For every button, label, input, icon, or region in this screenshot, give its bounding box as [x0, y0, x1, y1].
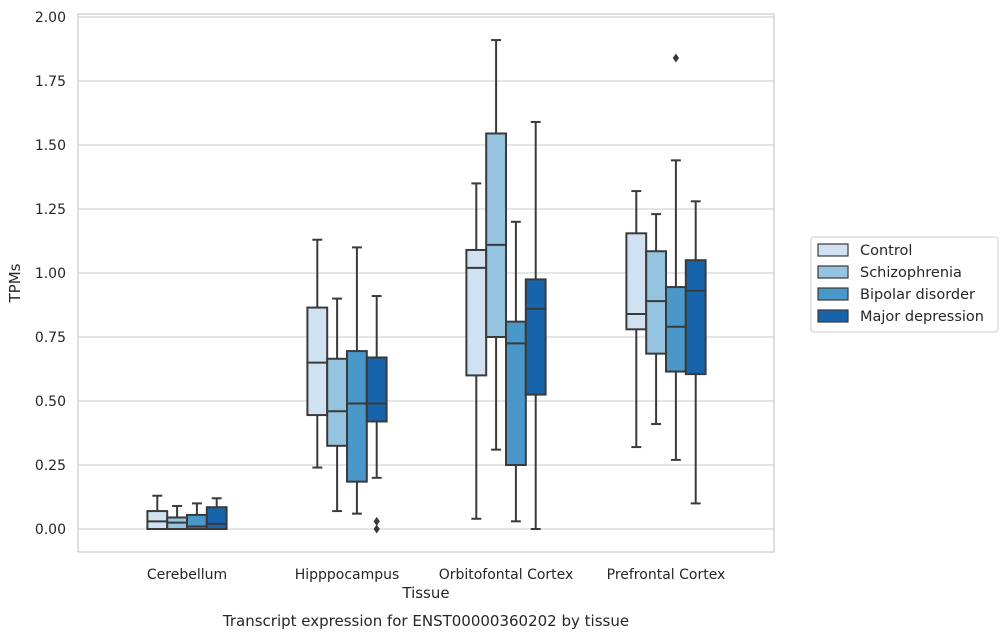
box-body: [365, 356, 388, 423]
box-body: [524, 278, 547, 396]
box-major-depression: [205, 497, 228, 530]
legend-swatch: [817, 243, 849, 257]
y-tick-label: 2.00: [35, 10, 66, 26]
chart-title: Transcript expression for ENST0000036020…: [222, 612, 629, 630]
legend-swatch: [817, 265, 849, 279]
box-control: [146, 494, 169, 530]
outlier-point: [672, 53, 680, 63]
outlier-point: [373, 516, 380, 526]
legend-label: Major depression: [860, 309, 984, 325]
x-axis-label: Tissue: [401, 584, 449, 602]
x-tick-label: Orbitofontal Cortex: [439, 567, 574, 583]
y-tick-label: 1.50: [35, 138, 66, 154]
box-major-depression: [524, 120, 547, 530]
x-tick-label: Cerebellum: [147, 567, 227, 583]
box-body: [645, 250, 668, 355]
y-tick-label: 1.75: [35, 74, 66, 90]
x-tick-label: Prefrontal Cortex: [607, 567, 726, 583]
grid-lines: [78, 16, 774, 530]
box-schizophrenia: [485, 39, 508, 451]
box-body: [346, 350, 368, 483]
box-body: [205, 506, 228, 530]
box-major-depression: [684, 200, 707, 505]
x-tick-label: Hipppocampus: [295, 567, 400, 583]
x-tick-labels: Cerebellum Hipppocampus Orbitofontal Corte…: [147, 567, 725, 583]
box-body: [665, 286, 687, 373]
box-body: [146, 510, 169, 530]
legend-swatch: [817, 287, 849, 301]
box-control: [306, 238, 329, 469]
box-body: [306, 306, 329, 417]
y-axis-label: TPMs: [6, 263, 24, 303]
box-bipolar-disorder: [346, 246, 368, 515]
box-control: [625, 190, 648, 449]
y-tick-label: 0.00: [35, 522, 66, 538]
y-tick-label: 1.00: [35, 266, 66, 282]
box-major-depression: [365, 295, 388, 534]
legend-frame: [810, 236, 999, 333]
box-schizophrenia: [645, 213, 668, 426]
y-tick-label: 0.75: [35, 330, 66, 346]
y-tick-label: 0.25: [35, 458, 66, 474]
plot-area-frame: [77, 13, 775, 553]
box-body: [326, 357, 349, 447]
box-bipolar-disorder: [505, 220, 527, 523]
box-body: [485, 132, 508, 338]
legend-label: Schizophrenia: [860, 265, 962, 281]
box-bipolar-disorder: [186, 502, 208, 530]
y-tick-label: 1.25: [35, 202, 66, 218]
y-tick-label: 0.50: [35, 394, 66, 410]
box-schizophrenia: [326, 297, 349, 513]
legend-label: Bipolar disorder: [860, 287, 975, 303]
box-control: [465, 182, 488, 520]
legend-swatch: [817, 309, 849, 323]
box-body: [684, 259, 707, 376]
legend: Control Schizophrenia Bipolar disorder Majo…: [810, 236, 999, 333]
y-tick-labels: 0.00 0.25 0.50 0.75 1.00 1.25 1.50 1.75 2.00: [35, 10, 66, 538]
box-bipolar-disorder: [665, 53, 687, 461]
boxes: [146, 39, 707, 534]
box-schizophrenia: [166, 504, 188, 530]
outlier-point: [373, 524, 380, 534]
legend-label: Control: [860, 243, 912, 259]
